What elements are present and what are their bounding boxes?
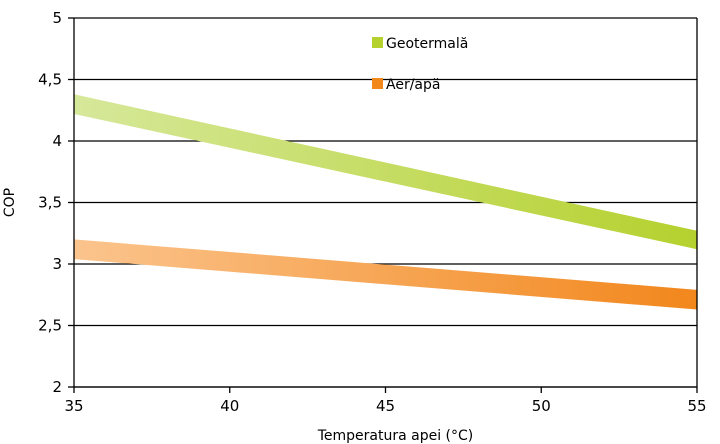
x-tick-label: 35 <box>64 397 83 415</box>
band-aer-apa <box>74 239 697 310</box>
legend-label: Aer/apă <box>386 77 440 93</box>
x-tick-label: 55 <box>687 397 706 415</box>
x-tick-label: 45 <box>376 397 395 415</box>
legend: Geotermală Aer/apă <box>372 36 468 93</box>
y-tick-label: 3,5 <box>38 194 62 212</box>
x-tick-label: 40 <box>220 397 239 415</box>
y-tick-labels: 2 2,5 3 3,5 4 4,5 5 <box>38 9 62 396</box>
y-tick-label: 5 <box>52 9 62 27</box>
legend-swatch <box>372 78 383 89</box>
x-axis-label: Temperatura apei (°C) <box>317 428 474 444</box>
band-geotermala <box>74 94 697 250</box>
legend-label: Geotermală <box>386 36 468 52</box>
legend-swatch <box>372 37 383 48</box>
y-tick-label: 2 <box>52 378 62 396</box>
data-bands <box>74 94 697 310</box>
y-tick-label: 4 <box>52 132 62 150</box>
x-tick-labels: 35 40 45 50 55 <box>64 397 706 415</box>
y-tick-label: 4,5 <box>38 71 62 89</box>
y-tick-label: 3 <box>52 255 62 273</box>
y-axis-label: COP <box>2 188 18 217</box>
grid-lines <box>74 17 697 388</box>
y-tick-label: 2,5 <box>38 317 62 335</box>
axes <box>68 17 698 393</box>
x-tick-label: 50 <box>532 397 551 415</box>
